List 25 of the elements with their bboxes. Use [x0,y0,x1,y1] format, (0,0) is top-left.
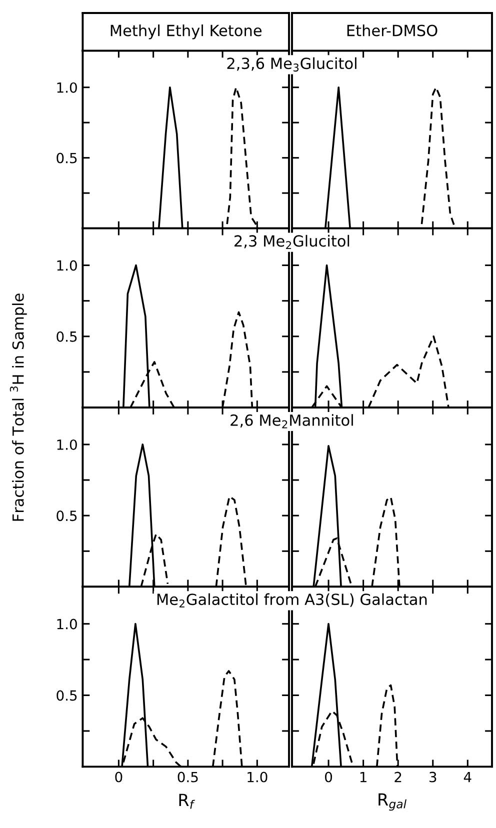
x-tick-label: 1 [360,772,366,782]
chart-subtitle: 2,3 Me$_{2}$Glucitol [234,234,350,250]
x-axis-title: R$_{f}$ [179,794,195,809]
y-tick-label: 0.5 [56,152,77,164]
chart-title: Ether-DMSO [347,24,438,36]
y-tick-label: 1.0 [57,82,77,93]
chart-subtitle: Me$_{2}$Galactitol from A3(SL) Galactan [157,593,427,608]
y-tick-label: 0.5 [56,331,77,342]
y-axis-title: Fraction of Total $^{3}$H in Sample [10,294,27,521]
y-tick-label: 1.0 [57,260,77,271]
y-tick-label: 1.0 [57,618,77,630]
y-tick-label: 0.5 [56,690,77,701]
x-tick-label: 2 [394,772,402,782]
chart-subtitle: 2,3,6 Me$_{3}$Glucitol [227,57,356,72]
x-tick-label: 4 [464,772,472,782]
y-tick-label: 1.0 [57,439,77,450]
x-tick-label: 1.0 [248,772,268,782]
chart-title: Methyl Ethyl Ketone [110,24,262,40]
x-tick-label: 0 [325,772,332,782]
x-tick-label: 0.5 [178,772,198,782]
x-tick-label: 0 [115,772,122,782]
chart-subtitle: 2,6 Me$_{2}$Mannitol [230,414,353,428]
x-tick-label: 3 [430,772,436,782]
x-axis-title: R$_{gal}$ [378,793,406,811]
y-tick-label: 0.5 [56,510,77,522]
